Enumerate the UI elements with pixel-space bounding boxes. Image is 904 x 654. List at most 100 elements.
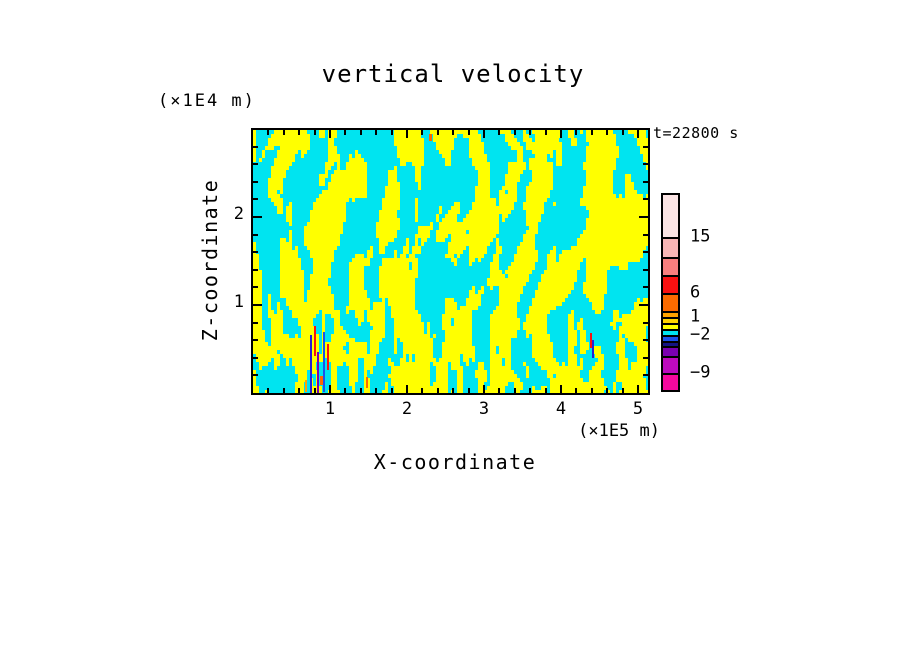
y-minor-tick	[253, 286, 258, 288]
y-minor-tick	[643, 234, 648, 236]
x-minor-tick	[529, 130, 531, 135]
colorbar-tick-label: 6	[690, 282, 701, 303]
x-minor-tick	[344, 130, 346, 135]
x-tick-label: 4	[555, 399, 567, 419]
x-major-tick	[483, 130, 485, 138]
x-minor-tick	[375, 130, 377, 135]
x-minor-tick	[468, 388, 470, 393]
colorbar-segment	[663, 373, 678, 390]
y-minor-tick	[253, 198, 258, 200]
x-minor-tick	[468, 130, 470, 135]
x-minor-tick	[421, 388, 423, 393]
x-minor-tick	[622, 130, 624, 135]
x-major-tick	[637, 385, 639, 393]
colorbar-segment	[663, 335, 678, 341]
x-minor-tick	[591, 388, 593, 393]
y-minor-tick	[643, 181, 648, 183]
y-minor-tick	[253, 234, 258, 236]
x-major-tick	[406, 130, 408, 138]
x-major-tick	[483, 385, 485, 393]
x-minor-tick	[314, 388, 316, 393]
colorbar-segment	[663, 275, 678, 293]
x-minor-tick	[622, 388, 624, 393]
colorbar-segment	[663, 293, 678, 311]
x-minor-tick	[606, 130, 608, 135]
x-minor-tick	[437, 130, 439, 135]
x-minor-tick	[283, 130, 285, 135]
x-minor-tick	[545, 130, 547, 135]
colorbar	[661, 193, 680, 392]
colorbar-segment	[663, 341, 678, 346]
y-minor-tick	[643, 163, 648, 165]
x-minor-tick	[529, 388, 531, 393]
x-tick-label: 5	[632, 399, 644, 419]
x-minor-tick	[298, 388, 300, 393]
x-minor-tick	[267, 388, 269, 393]
y-minor-tick	[253, 322, 258, 324]
x-minor-tick	[391, 130, 393, 135]
y-minor-tick	[253, 146, 258, 148]
velocity-field-canvas	[253, 130, 648, 393]
x-minor-tick	[452, 388, 454, 393]
x-minor-tick	[606, 388, 608, 393]
x-major-tick	[406, 385, 408, 393]
x-tick-label: 1	[324, 399, 336, 419]
y-tick-label: 2	[233, 204, 244, 224]
y-minor-tick	[643, 286, 648, 288]
y-minor-tick	[253, 339, 258, 341]
x-axis-units-label: (×1E5 m)	[578, 421, 660, 441]
colorbar-tick-label: −2	[690, 324, 711, 345]
y-major-tick	[639, 216, 648, 218]
y-axis-units-label: (×1E4 m)	[158, 91, 256, 111]
colorbar-segment	[663, 329, 678, 335]
y-minor-tick	[253, 251, 258, 253]
y-minor-tick	[253, 163, 258, 165]
y-axis-title: Z-coordinate	[198, 178, 222, 342]
y-minor-tick	[643, 146, 648, 148]
x-tick-label: 3	[478, 399, 490, 419]
x-minor-tick	[360, 130, 362, 135]
colorbar-segment	[663, 195, 678, 237]
colorbar-segment	[663, 323, 678, 329]
x-minor-tick	[514, 388, 516, 393]
x-minor-tick	[391, 388, 393, 393]
y-minor-tick	[643, 269, 648, 271]
y-minor-tick	[643, 339, 648, 341]
x-minor-tick	[437, 388, 439, 393]
x-minor-tick	[452, 130, 454, 135]
x-minor-tick	[591, 130, 593, 135]
y-minor-tick	[253, 357, 258, 359]
x-axis-title: X-coordinate	[373, 450, 537, 474]
plot-title: vertical velocity	[321, 60, 585, 88]
x-minor-tick	[575, 130, 577, 135]
x-minor-tick	[514, 130, 516, 135]
x-minor-tick	[298, 130, 300, 135]
x-minor-tick	[498, 130, 500, 135]
x-minor-tick	[498, 388, 500, 393]
x-minor-tick	[344, 388, 346, 393]
y-minor-tick	[253, 181, 258, 183]
y-major-tick	[253, 216, 262, 218]
x-minor-tick	[360, 388, 362, 393]
x-minor-tick	[375, 388, 377, 393]
y-minor-tick	[643, 357, 648, 359]
x-minor-tick	[545, 388, 547, 393]
colorbar-segment	[663, 237, 678, 257]
x-major-tick	[637, 130, 639, 138]
x-minor-tick	[314, 130, 316, 135]
y-minor-tick	[643, 374, 648, 376]
x-minor-tick	[575, 388, 577, 393]
colorbar-segment	[663, 317, 678, 323]
y-tick-label: 1	[233, 292, 244, 312]
x-major-tick	[560, 130, 562, 138]
y-major-tick	[253, 304, 262, 306]
colorbar-tick-label: 15	[690, 226, 711, 247]
x-minor-tick	[267, 130, 269, 135]
colorbar-segment	[663, 257, 678, 275]
x-major-tick	[329, 385, 331, 393]
colorbar-tick-label: 1	[690, 306, 701, 327]
colorbar-tick-label: −9	[690, 362, 711, 383]
y-major-tick	[639, 304, 648, 306]
x-tick-label: 2	[401, 399, 413, 419]
heatmap-plot-area	[251, 128, 650, 395]
